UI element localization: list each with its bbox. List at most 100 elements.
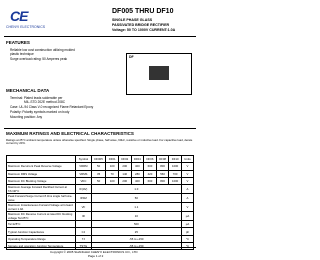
package-drawing	[149, 66, 169, 80]
section-title: MECHANICAL DATA	[6, 88, 50, 93]
symbol-cell: VRMS	[75, 169, 92, 178]
value-cell: 560	[155, 169, 170, 178]
param-cell: Maximum DC Reverse Current at rated DC b…	[6, 211, 76, 222]
value-cell: 100	[105, 162, 119, 171]
table-row: Maximum DC Blocking Voltage VDC 50 100 200 40…	[6, 176, 195, 186]
value-cell: 1.1	[90, 202, 182, 213]
mech-item: Mounting position: Any	[10, 115, 43, 119]
symbol-cell	[75, 220, 92, 229]
package-label: DF	[129, 55, 134, 59]
symbol-cell: IFSM	[75, 193, 92, 204]
logo: CE	[10, 8, 28, 24]
rule	[4, 247, 196, 248]
unit-cell: V	[180, 169, 195, 178]
value-cell: 50	[90, 193, 182, 204]
param-cell: Maximum RMS Voltage	[6, 169, 76, 178]
table-row: Operating Temperature Range TJ -55 to +150…	[6, 234, 195, 244]
value-cell: 1000	[168, 176, 182, 186]
feature: plastic technique	[10, 52, 34, 56]
table-row: Maximum RMS Voltage VRMS 35 70 140 280 420 560 7…	[6, 169, 195, 178]
value-cell: 50	[90, 176, 107, 186]
subtitle: SINGLE PHASE GLASS	[112, 18, 153, 22]
rule	[4, 36, 196, 37]
table-row: Peak Forward Surge Current 8.3ms single …	[6, 193, 195, 204]
unit-cell: °C	[180, 242, 195, 251]
table-row: Ta=125°C 500 µA	[6, 220, 195, 229]
header-cell: Symbol	[75, 154, 92, 164]
symbol-cell: VRRM	[75, 162, 92, 171]
table-row: Maximum Instantaneous Forward Voltage at…	[6, 202, 195, 213]
unit-cell: pF	[180, 227, 195, 236]
param-cell: Maximum Instantaneous Forward Voltage at…	[6, 202, 76, 213]
ratings-table: Symbol DF005 DF01 DF02 DF04 DF06 DF08 DF10 Units…	[6, 154, 195, 251]
value-cell: 800	[155, 176, 170, 186]
value-cell: 1000	[168, 162, 182, 171]
page-number: Page 1 of 2	[88, 254, 104, 258]
header-cell: DF02	[117, 154, 132, 164]
feature: Surge overload rating: 50 Amperes peak	[10, 57, 68, 61]
mech-item: MIL-STD 202E method 208C	[24, 100, 66, 104]
header-cell: DF06	[143, 154, 157, 164]
value-cell: 70	[105, 169, 119, 178]
table-row: Maximum Average Forward Rectified Curren…	[6, 184, 195, 195]
unit-cell: A	[180, 184, 195, 195]
value-cell: 100	[105, 176, 119, 186]
unit-cell: A	[180, 193, 195, 204]
param-cell: Maximum Average Forward Rectified Curren…	[6, 184, 76, 195]
param-cell: Typical Junction Capacitance	[6, 227, 76, 236]
unit-cell: µA	[180, 211, 195, 222]
symbol-cell: CJ	[75, 227, 92, 236]
header-cell	[6, 154, 76, 164]
section-title: FEATURES	[6, 40, 30, 45]
value-cell: -55 to +150	[90, 234, 182, 244]
copyright: Copyright © 2005 SHANGHAI CHENYI ELECTRO…	[50, 250, 138, 254]
value-cell: 600	[143, 176, 157, 186]
value-cell: 140	[117, 169, 132, 178]
datasheet-page: CE CHENYI ELECTRONICS DF005 THRU DF10 SI…	[4, 8, 196, 258]
table-row: Maximum Recurrent Peak Reverse Voltage VR…	[6, 162, 195, 171]
param-cell: Operating Temperature Range	[6, 234, 76, 244]
value-cell: 200	[117, 176, 132, 186]
subtitle: Voltage: 50 TO 1000V CURRENT:1.0A	[112, 28, 176, 32]
section-title: MAXIMUM RATINGS AND ELECTRICAL CHARACTER…	[6, 131, 134, 136]
header-cell: DF01	[105, 154, 119, 164]
value-cell: 1.0	[90, 184, 182, 195]
mech-item: Terminal: Plated leads solderable per	[10, 96, 63, 100]
value-cell: 25	[90, 227, 182, 236]
company: CHENYI ELECTRONICS	[6, 25, 46, 29]
subtitle: PASSIVATED BRIDGE RECTIFIER	[112, 23, 170, 27]
rule	[4, 128, 196, 129]
value-cell: 200	[117, 162, 132, 171]
value-cell: 800	[155, 162, 170, 171]
unit-cell: V	[180, 202, 195, 213]
unit-cell: µA	[180, 220, 195, 229]
unit-cell: V	[180, 162, 195, 171]
value-cell: 280	[130, 169, 145, 178]
symbol-cell: VDC	[75, 176, 92, 186]
header-cell: DF04	[130, 154, 145, 164]
value-cell: 35	[90, 169, 107, 178]
mech-item: Case: UL-94 Class V-0 recognized Flame R…	[10, 105, 94, 109]
header-row: Symbol DF005 DF01 DF02 DF04 DF06 DF08 DF10 Units	[6, 154, 195, 164]
value-cell: 400	[130, 176, 145, 186]
value-cell: 420	[143, 169, 157, 178]
value-cell: 10	[90, 211, 182, 222]
value-cell: 600	[143, 162, 157, 171]
symbol-cell: IF(AV)	[75, 184, 92, 195]
note: Ratings at 25°C ambient temperature unle…	[6, 138, 193, 146]
header-cell: Units	[180, 154, 195, 164]
unit-cell: °C	[180, 234, 195, 244]
symbol-cell: VF	[75, 202, 92, 213]
value-cell: 400	[130, 162, 145, 171]
value-cell: 500	[90, 220, 182, 229]
symbol-cell: IR	[75, 211, 92, 222]
part-number: DF005 THRU DF10	[112, 8, 174, 15]
param-cell: Peak Forward Surge Current 8.3ms single …	[6, 193, 76, 204]
header-cell: DF005	[90, 154, 107, 164]
header-cell: DF08	[155, 154, 170, 164]
param-cell: Maximum Recurrent Peak Reverse Voltage	[6, 162, 76, 171]
param-cell: Storage and operation Junction Temperatu…	[6, 242, 76, 251]
unit-cell: V	[180, 176, 195, 186]
feature: Reliable low cost construction utilizing…	[10, 48, 75, 52]
header-cell: DF10	[168, 154, 182, 164]
